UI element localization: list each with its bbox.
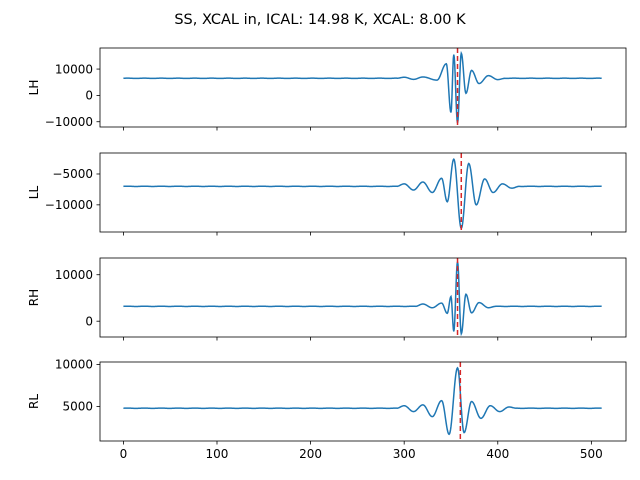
- axes-frame: [99, 361, 627, 442]
- series-line-lh: [123, 50, 602, 124]
- x-tick-label: 400: [486, 447, 509, 461]
- y-tick-label: −10000: [45, 115, 93, 129]
- x-tick-label: 300: [393, 447, 416, 461]
- subplots: −10000 0 10000 LH −10000 −5000 LL 0 10000 RH 0 100 2…: [27, 47, 627, 461]
- axes-frame: [99, 152, 627, 233]
- axes-frame: [99, 257, 627, 338]
- x-tick-label: 0: [120, 447, 128, 461]
- x-tick-label: 100: [206, 447, 229, 461]
- y-tick-label: 0: [85, 314, 93, 328]
- y-axis-label: LL: [27, 186, 41, 200]
- y-tick-label: 10000: [55, 358, 93, 372]
- y-tick-label: 10000: [55, 268, 93, 282]
- figure-title: SS, XCAL in, ICAL: 14.98 K, XCAL: 8.00 K: [174, 12, 466, 28]
- series-line-ll: [123, 157, 602, 230]
- axes-frame: [99, 47, 627, 128]
- y-tick-label: 10000: [55, 62, 93, 76]
- subplot-ll: −10000 −5000 LL: [27, 152, 627, 236]
- subplot-rl: 0 100 200 300 400 500 5000 10000 RL: [27, 358, 627, 461]
- series-line-rh: [123, 261, 602, 337]
- x-tick-label: 500: [580, 447, 603, 461]
- y-axis-label: LH: [27, 80, 41, 96]
- y-axis-label: RH: [27, 289, 41, 306]
- y-tick-label: −10000: [45, 198, 93, 212]
- y-axis-label: RL: [27, 394, 41, 409]
- y-tick-label: 5000: [62, 400, 93, 414]
- y-tick-label: 0: [85, 89, 93, 103]
- x-tick-label: 200: [299, 447, 322, 461]
- y-tick-label: −5000: [52, 167, 93, 181]
- series-line-rl: [123, 366, 602, 436]
- subplot-rh: 0 10000 RH: [27, 257, 627, 341]
- subplot-lh: −10000 0 10000 LH: [27, 47, 627, 131]
